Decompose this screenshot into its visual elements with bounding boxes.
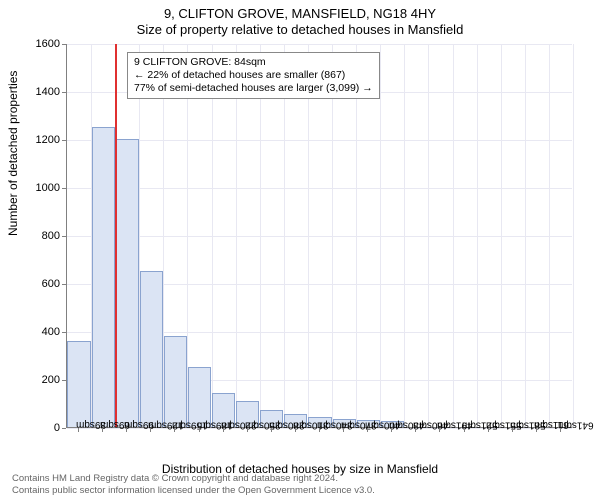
y-tick-label: 0 bbox=[10, 422, 60, 434]
gridline-h bbox=[67, 188, 572, 189]
chart-title: 9, CLIFTON GROVE, MANSFIELD, NG18 4HY bbox=[0, 6, 600, 21]
gridline-v bbox=[332, 44, 333, 427]
bar bbox=[164, 336, 187, 427]
gridline-v bbox=[477, 44, 478, 427]
y-tick-mark bbox=[62, 92, 66, 93]
y-tick-mark bbox=[62, 284, 66, 285]
bar bbox=[67, 341, 90, 427]
title-block: 9, CLIFTON GROVE, MANSFIELD, NG18 4HY Si… bbox=[0, 0, 600, 37]
gridline-h bbox=[67, 236, 572, 237]
y-tick-mark bbox=[62, 188, 66, 189]
bar bbox=[140, 271, 163, 427]
y-tick-mark bbox=[62, 140, 66, 141]
y-tick-mark bbox=[62, 332, 66, 333]
gridline-v bbox=[212, 44, 213, 427]
gridline-v bbox=[284, 44, 285, 427]
bar bbox=[116, 139, 139, 427]
y-tick-label: 400 bbox=[10, 326, 60, 338]
callout-line: 77% of semi-detached houses are larger (… bbox=[134, 82, 373, 95]
footer-line: Contains public sector information licen… bbox=[12, 485, 375, 496]
bar bbox=[92, 127, 115, 427]
y-tick-label: 1400 bbox=[10, 86, 60, 98]
y-tick-label: 600 bbox=[10, 278, 60, 290]
gridline-v bbox=[549, 44, 550, 427]
chart-container: 9, CLIFTON GROVE, MANSFIELD, NG18 4HY Si… bbox=[0, 0, 600, 500]
gridline-v bbox=[236, 44, 237, 427]
plot-area: 9 CLIFTON GROVE: 84sqm← 22% of detached … bbox=[66, 44, 572, 428]
chart-subtitle: Size of property relative to detached ho… bbox=[0, 22, 600, 37]
gridline-h bbox=[67, 140, 572, 141]
gridline-v bbox=[453, 44, 454, 427]
footer-line: Contains HM Land Registry data © Crown c… bbox=[12, 473, 375, 484]
gridline-v bbox=[501, 44, 502, 427]
y-tick-label: 800 bbox=[10, 230, 60, 242]
gridline-v bbox=[525, 44, 526, 427]
callout-line: 9 CLIFTON GROVE: 84sqm bbox=[134, 56, 373, 69]
attribution-footer: Contains HM Land Registry data © Crown c… bbox=[12, 473, 375, 496]
gridline-v bbox=[573, 44, 574, 427]
callout-line: ← 22% of detached houses are smaller (86… bbox=[134, 69, 373, 82]
y-tick-label: 1000 bbox=[10, 182, 60, 194]
y-tick-mark bbox=[62, 236, 66, 237]
gridline-v bbox=[428, 44, 429, 427]
gridline-v bbox=[404, 44, 405, 427]
y-tick-label: 1600 bbox=[10, 38, 60, 50]
bar bbox=[188, 367, 211, 427]
gridline-v bbox=[260, 44, 261, 427]
gridline-v bbox=[356, 44, 357, 427]
y-tick-mark bbox=[62, 44, 66, 45]
callout-box: 9 CLIFTON GROVE: 84sqm← 22% of detached … bbox=[127, 52, 380, 99]
y-tick-label: 1200 bbox=[10, 134, 60, 146]
gridline-v bbox=[380, 44, 381, 427]
reference-line bbox=[115, 44, 117, 427]
y-tick-mark bbox=[62, 380, 66, 381]
y-tick-label: 200 bbox=[10, 374, 60, 386]
gridline-h bbox=[67, 44, 572, 45]
y-tick-mark bbox=[62, 428, 66, 429]
gridline-v bbox=[308, 44, 309, 427]
